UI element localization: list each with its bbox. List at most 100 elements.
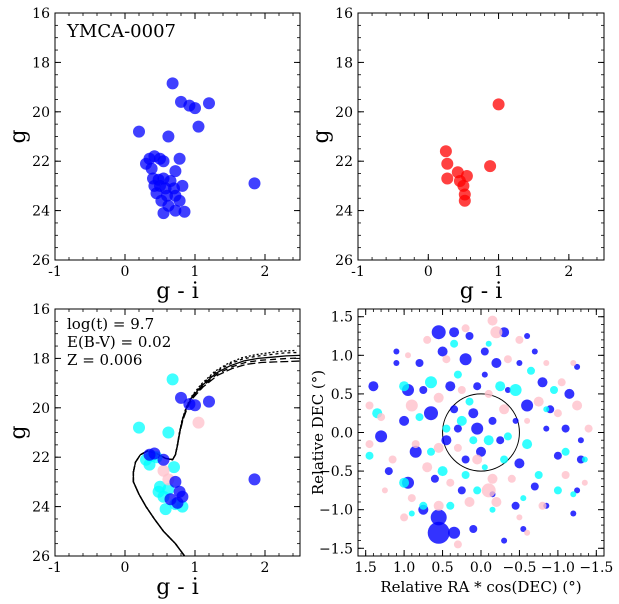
data-point xyxy=(377,413,386,422)
isochrone-param-label: Z = 0.006 xyxy=(67,351,142,369)
data-point xyxy=(520,526,527,532)
data-point xyxy=(584,424,593,433)
data-point xyxy=(570,510,577,517)
data-point xyxy=(400,513,409,522)
data-point xyxy=(471,422,484,435)
data-point xyxy=(574,487,581,494)
y-tick-label: 26 xyxy=(32,549,50,565)
data-point xyxy=(453,540,462,549)
data-point xyxy=(469,436,478,445)
data-point xyxy=(439,145,452,158)
y-tick-label: 18 xyxy=(32,351,50,367)
data-point xyxy=(248,473,261,486)
data-point xyxy=(441,435,452,446)
data-point xyxy=(543,360,550,366)
data-point xyxy=(507,474,516,483)
data-point xyxy=(537,377,548,388)
data-point xyxy=(178,205,191,218)
x-tick-label: −1.5 xyxy=(579,560,613,576)
data-point xyxy=(441,157,454,170)
data-point xyxy=(411,440,420,449)
data-point xyxy=(145,162,158,175)
data-point xyxy=(489,506,496,513)
data-point xyxy=(430,474,439,483)
data-point xyxy=(570,360,577,366)
data-point xyxy=(437,466,448,477)
data-point xyxy=(365,440,374,449)
data-point xyxy=(522,439,533,450)
data-point xyxy=(189,102,201,115)
data-point xyxy=(538,501,547,510)
data-point xyxy=(457,386,466,394)
data-point xyxy=(553,409,562,418)
data-point xyxy=(459,353,472,366)
isochrone-param-label: E(B-V) = 0.02 xyxy=(67,333,171,351)
data-point xyxy=(437,346,448,357)
data-point xyxy=(159,503,172,516)
x-tick-label: -1 xyxy=(48,264,62,280)
data-point xyxy=(427,521,450,544)
data-point xyxy=(461,471,470,479)
data-point xyxy=(484,389,493,398)
plot-area xyxy=(365,315,593,549)
y-tick-label: 18 xyxy=(32,55,50,71)
data-point xyxy=(557,378,566,387)
x-tick-label: 0.5 xyxy=(431,560,453,576)
data-point xyxy=(543,406,550,413)
data-point xyxy=(464,497,475,507)
y-tick-label: 0.5 xyxy=(331,387,353,403)
data-point xyxy=(458,194,471,207)
data-point xyxy=(133,125,145,138)
data-point xyxy=(564,388,575,399)
x-tick-label: 0 xyxy=(424,264,433,280)
data-point xyxy=(533,396,544,407)
y-axis-title: Relative DEC (°) xyxy=(309,370,327,495)
data-point xyxy=(430,509,447,526)
data-point xyxy=(365,451,374,460)
data-point xyxy=(157,207,170,220)
y-tick-label: −1.0 xyxy=(319,503,353,519)
x-tick-label: 1 xyxy=(191,264,200,280)
data-point xyxy=(511,501,520,510)
data-point xyxy=(487,473,498,484)
data-point xyxy=(433,442,444,453)
data-point xyxy=(393,348,400,355)
data-point xyxy=(572,400,583,411)
y-tick-label: 18 xyxy=(335,55,353,71)
data-point xyxy=(166,77,179,90)
data-point xyxy=(515,335,524,344)
y-tick-label: 26 xyxy=(32,253,50,269)
y-axis-title: g xyxy=(6,129,31,143)
y-tick-label: 20 xyxy=(32,401,50,417)
axes-frame xyxy=(54,12,301,261)
data-point xyxy=(431,325,446,340)
data-point xyxy=(425,376,437,389)
data-point xyxy=(461,324,470,333)
data-point xyxy=(164,493,177,506)
data-point xyxy=(577,437,584,444)
data-point xyxy=(472,454,483,465)
data-point xyxy=(481,371,488,378)
data-point xyxy=(481,483,496,498)
x-tick-label: 2 xyxy=(261,560,270,576)
x-tick-label: −0.5 xyxy=(502,560,536,576)
data-point xyxy=(553,486,562,495)
y-tick-label: 0.0 xyxy=(331,426,353,442)
data-point xyxy=(433,500,444,511)
data-point xyxy=(484,160,497,173)
data-point xyxy=(422,462,433,473)
data-point xyxy=(419,386,428,394)
data-point xyxy=(468,408,479,419)
data-point xyxy=(570,491,577,498)
data-point xyxy=(534,471,543,479)
x-tick-label: 0 xyxy=(121,264,130,280)
data-point xyxy=(368,381,379,392)
cluster-radius-circle xyxy=(442,393,520,472)
data-point xyxy=(442,424,451,433)
y-tick-label: 1.0 xyxy=(331,348,353,364)
x-tick-label: 1 xyxy=(494,264,503,280)
data-point xyxy=(419,501,428,510)
data-point xyxy=(405,399,418,412)
data-point xyxy=(133,421,145,434)
data-point xyxy=(445,381,456,392)
